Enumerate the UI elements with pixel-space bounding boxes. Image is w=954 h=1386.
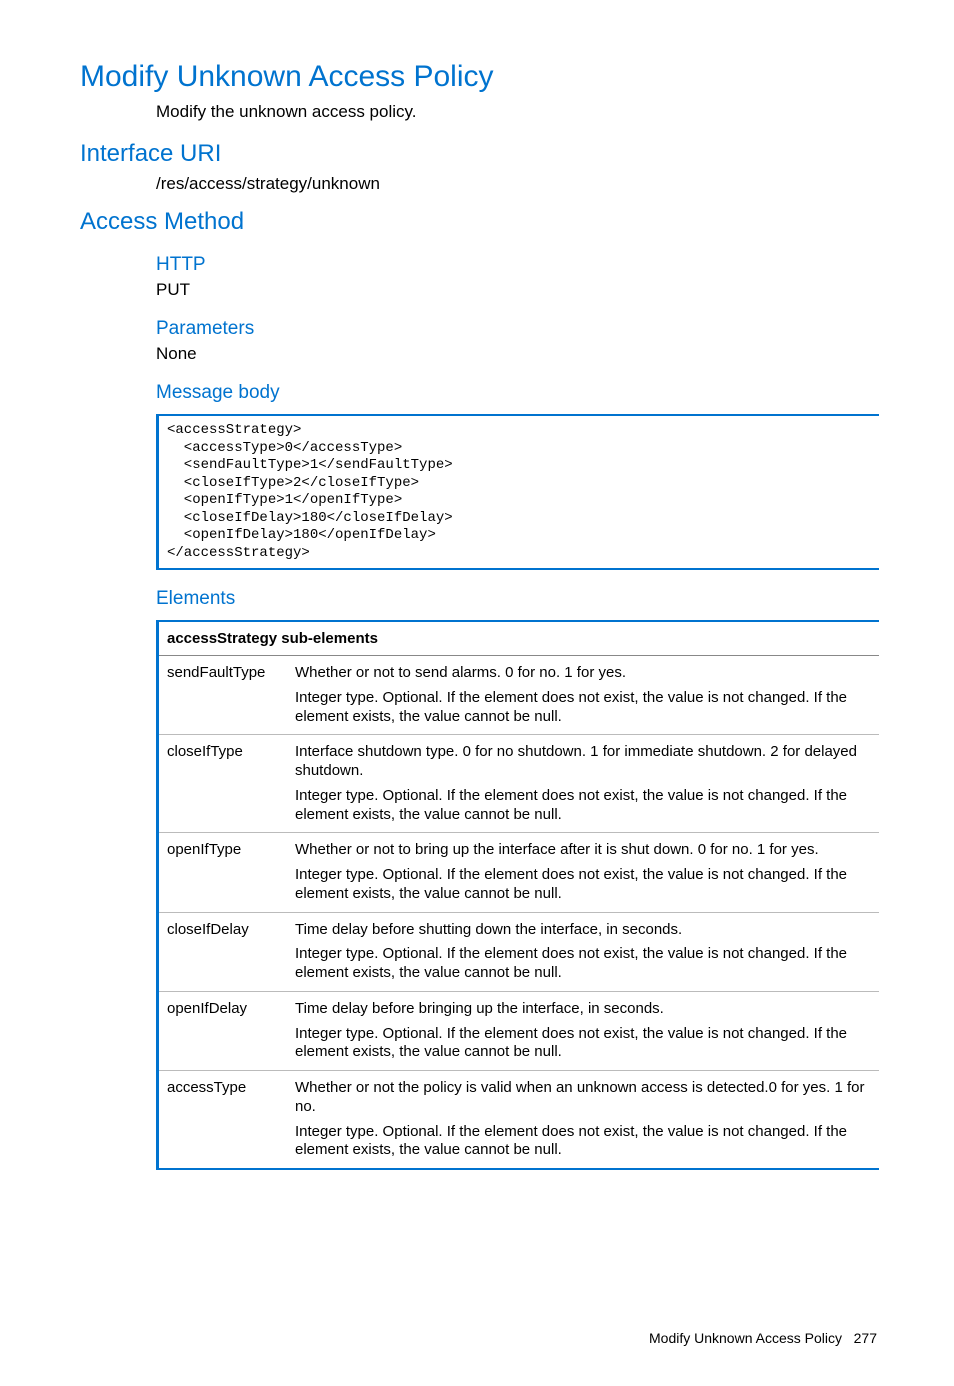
interface-uri-heading: Interface URI bbox=[80, 140, 879, 168]
message-body-code: <accessStrategy> <accessType>0</accessTy… bbox=[156, 414, 879, 570]
element-desc: Whether or not the policy is valid when … bbox=[287, 1071, 879, 1170]
element-name: closeIfType bbox=[158, 735, 288, 833]
element-desc-line: Time delay before shutting down the inte… bbox=[295, 921, 869, 940]
table-row: sendFaultType Whether or not to send ala… bbox=[158, 656, 880, 735]
interface-uri-value: /res/access/strategy/unknown bbox=[156, 174, 879, 194]
element-note: Integer type. Optional. If the element d… bbox=[295, 1123, 869, 1161]
footer-page-number: 277 bbox=[854, 1330, 877, 1346]
element-name: sendFaultType bbox=[158, 656, 288, 735]
element-desc: Time delay before shutting down the inte… bbox=[287, 912, 879, 991]
footer-title: Modify Unknown Access Policy bbox=[649, 1330, 842, 1346]
page-title: Modify Unknown Access Policy bbox=[80, 60, 879, 94]
elements-heading: Elements bbox=[156, 588, 879, 610]
element-note: Integer type. Optional. If the element d… bbox=[295, 787, 869, 825]
http-heading: HTTP bbox=[156, 254, 879, 276]
message-body-heading: Message body bbox=[156, 382, 879, 404]
http-method: PUT bbox=[156, 280, 879, 300]
element-desc: Interface shutdown type. 0 for no shutdo… bbox=[287, 735, 879, 833]
element-desc: Whether or not to send alarms. 0 for no.… bbox=[287, 656, 879, 735]
element-desc-line: Interface shutdown type. 0 for no shutdo… bbox=[295, 743, 869, 781]
table-row: openIfDelay Time delay before bringing u… bbox=[158, 991, 880, 1070]
element-note: Integer type. Optional. If the element d… bbox=[295, 1025, 869, 1063]
table-row: openIfType Whether or not to bring up th… bbox=[158, 833, 880, 912]
element-desc-line: Time delay before bringing up the interf… bbox=[295, 1000, 869, 1019]
table-row: closeIfDelay Time delay before shutting … bbox=[158, 912, 880, 991]
page-description: Modify the unknown access policy. bbox=[156, 102, 879, 122]
element-desc-line: Whether or not to send alarms. 0 for no.… bbox=[295, 664, 869, 683]
element-name: openIfDelay bbox=[158, 991, 288, 1070]
element-name: closeIfDelay bbox=[158, 912, 288, 991]
parameters-heading: Parameters bbox=[156, 318, 879, 340]
page-content: Modify Unknown Access Policy Modify the … bbox=[0, 0, 954, 1386]
element-name: accessType bbox=[158, 1071, 288, 1170]
element-desc-line: Whether or not the policy is valid when … bbox=[295, 1079, 869, 1117]
element-name: openIfType bbox=[158, 833, 288, 912]
element-note: Integer type. Optional. If the element d… bbox=[295, 689, 869, 727]
parameters-value: None bbox=[156, 344, 879, 364]
elements-table: accessStrategy sub-elements sendFaultTyp… bbox=[156, 620, 879, 1170]
access-method-heading: Access Method bbox=[80, 208, 879, 236]
element-note: Integer type. Optional. If the element d… bbox=[295, 945, 869, 983]
element-note: Integer type. Optional. If the element d… bbox=[295, 866, 869, 904]
table-row: closeIfType Interface shutdown type. 0 f… bbox=[158, 735, 880, 833]
table-header: accessStrategy sub-elements bbox=[158, 621, 880, 656]
element-desc: Time delay before bringing up the interf… bbox=[287, 991, 879, 1070]
element-desc-line: Whether or not to bring up the interface… bbox=[295, 841, 869, 860]
element-desc: Whether or not to bring up the interface… bbox=[287, 833, 879, 912]
table-row: accessType Whether or not the policy is … bbox=[158, 1071, 880, 1170]
page-footer: Modify Unknown Access Policy 277 bbox=[80, 1330, 879, 1346]
